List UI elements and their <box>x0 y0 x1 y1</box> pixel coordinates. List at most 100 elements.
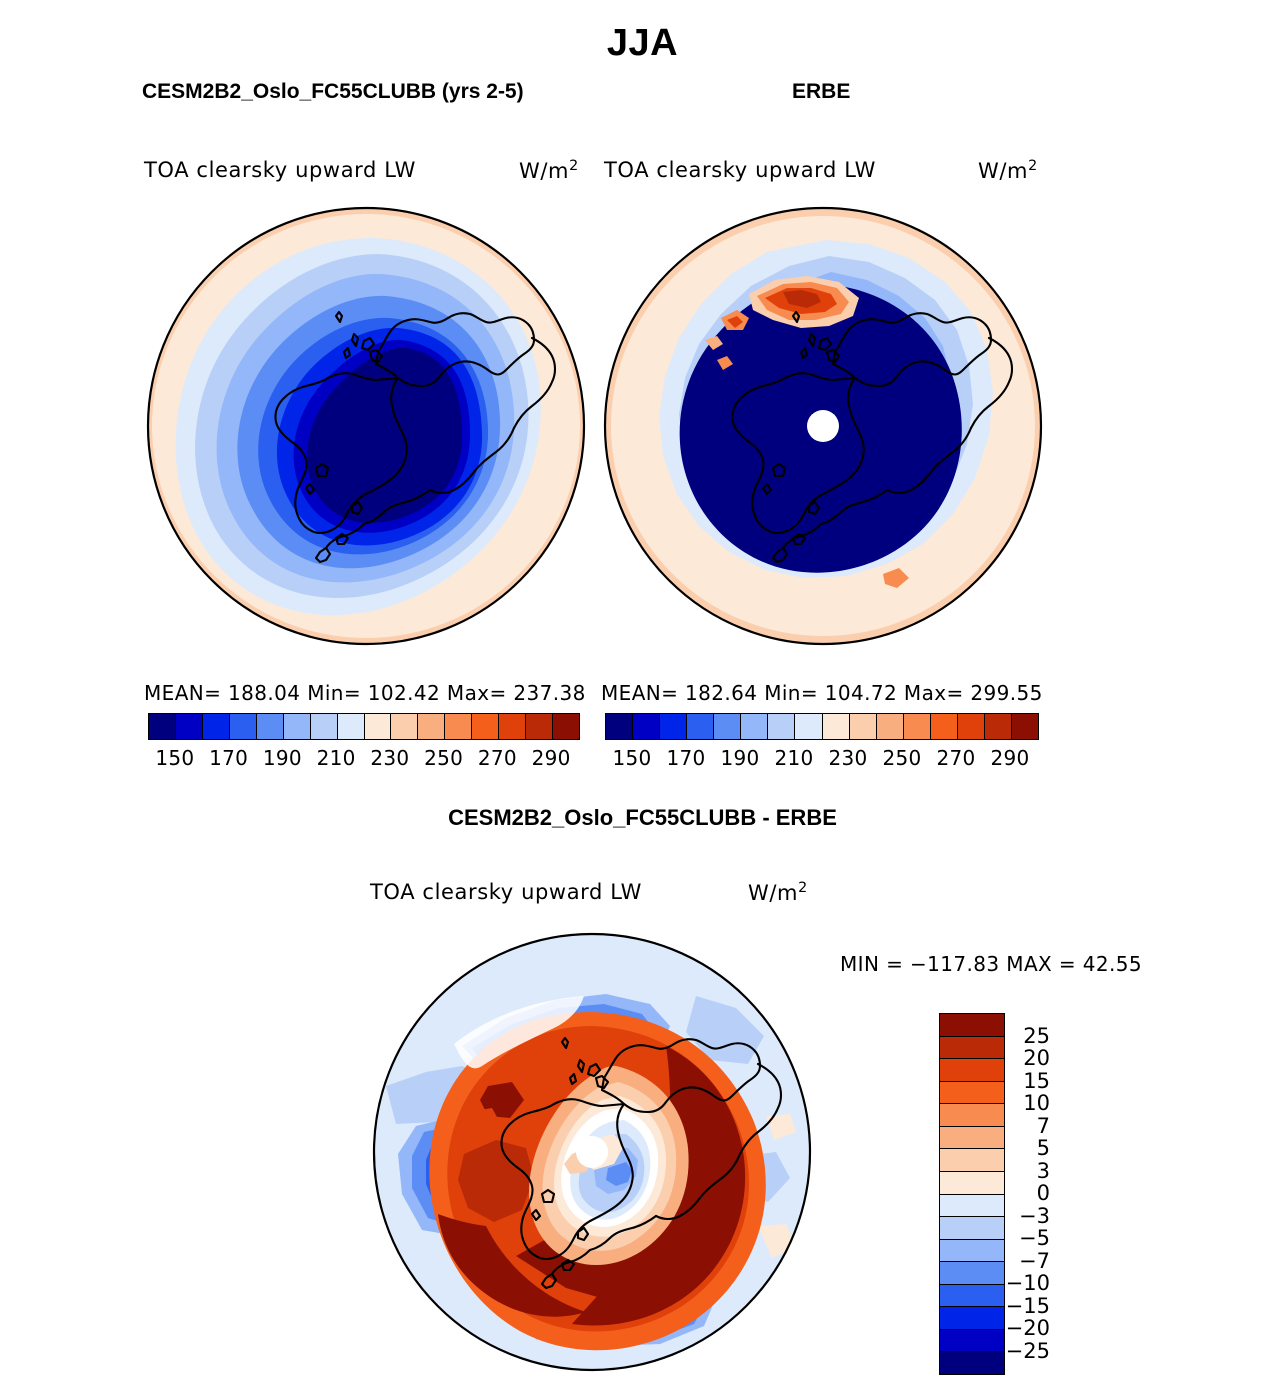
colorbar-cell <box>714 714 742 739</box>
colorbar-tick-label: −3 <box>1019 1203 1050 1228</box>
colorbar-tick-label: −10 <box>1005 1271 1050 1295</box>
colorbar-cell <box>445 714 473 739</box>
colorbar-cell <box>984 714 1012 739</box>
colorbar-cell <box>499 714 527 739</box>
colorbar-tick-label: 0 <box>1036 1181 1050 1205</box>
obs-units-label: W/m2 <box>978 158 1038 183</box>
difference-stats: MIN = −117.83 MAX = 42.55 <box>840 952 1143 976</box>
colorbar-cell <box>940 1104 1004 1127</box>
colorbar-cell <box>903 714 931 739</box>
colorbar-cell <box>940 1352 1004 1374</box>
colorbar-tick-label: 230 <box>828 746 868 770</box>
colorbar-tick-label: 150 <box>612 746 652 770</box>
colorbar-tick-label: −25 <box>1005 1338 1050 1363</box>
colorbar-tick-label: 7 <box>1036 1113 1050 1138</box>
difference-colorbar <box>939 1013 1005 1375</box>
difference-variable-label: TOA clearsky upward LW <box>370 880 642 904</box>
pole-data-gap <box>576 1136 608 1168</box>
colorbar-cell <box>687 714 715 739</box>
colorbar-tick-label: 20 <box>1023 1046 1050 1070</box>
model-stats: MEAN= 188.04 Min= 102.42 Max= 237.38 <box>144 681 586 705</box>
colorbar-tick-label: −20 <box>1005 1316 1050 1340</box>
obs-colorbar-labels: 150 170 190 210 230 250 270 290 <box>605 746 1037 770</box>
difference-units-text: W/m <box>748 881 799 905</box>
colorbar-cell <box>283 714 311 739</box>
colorbar-cell <box>940 1171 1004 1195</box>
colorbar-cell <box>149 714 176 739</box>
colorbar-tick-label: 290 <box>990 746 1030 770</box>
model-polar-map <box>140 200 592 652</box>
difference-units-exponent: 2 <box>798 880 808 896</box>
colorbar-cell <box>337 714 365 739</box>
colorbar-tick-label: 190 <box>720 746 760 770</box>
obs-polar-map <box>597 200 1049 652</box>
colorbar-cell <box>768 714 796 739</box>
colorbar-tick-label: 270 <box>477 746 517 770</box>
colorbar-cell <box>940 1307 1004 1330</box>
colorbar-tick-label: 230 <box>370 746 410 770</box>
model-colorbar-labels: 150 170 190 210 230 250 270 290 <box>148 746 578 770</box>
colorbar-tick-label: 250 <box>882 746 922 770</box>
colorbar-cell <box>930 714 958 739</box>
model-case-title: CESM2B2_Oslo_FC55CLUBB (yrs 2-5) <box>142 80 524 103</box>
colorbar-tick-label: 3 <box>1036 1158 1050 1183</box>
colorbar-tick-label: 190 <box>262 746 302 770</box>
colorbar-cell <box>741 714 769 739</box>
colorbar-tick-label: 210 <box>774 746 814 770</box>
model-variable-label: TOA clearsky upward LW <box>144 158 416 182</box>
colorbar-cell <box>957 714 985 739</box>
colorbar-tick-label: −5 <box>1019 1226 1050 1250</box>
difference-colorbar-labels: 25 20 15 10 7 5 3 0 −3 −5 −7 −10 −15 −20 −25 <box>1005 1013 1078 1373</box>
colorbar-cell <box>940 1284 1004 1308</box>
colorbar-cell <box>940 1239 1004 1263</box>
colorbar-cell <box>526 714 554 739</box>
colorbar-cell <box>940 1149 1004 1172</box>
colorbar-cell <box>849 714 877 739</box>
colorbar-cell <box>822 714 850 739</box>
colorbar-cell <box>940 1217 1004 1240</box>
colorbar-cell <box>940 1059 1004 1082</box>
difference-units-label: W/m2 <box>748 880 808 905</box>
colorbar-cell <box>940 1329 1004 1353</box>
colorbar-tick-label: 250 <box>424 746 464 770</box>
colorbar-tick-label: 290 <box>531 746 571 770</box>
colorbar-cell <box>940 1036 1004 1060</box>
obs-units-text: W/m <box>978 159 1029 183</box>
colorbar-cell <box>633 714 661 739</box>
obs-variable-label: TOA clearsky upward LW <box>604 158 876 182</box>
season-title: JJA <box>606 22 679 64</box>
model-units-exponent: 2 <box>569 158 579 174</box>
difference-case-title: CESM2B2_Oslo_FC55CLUBB - ERBE <box>448 805 837 830</box>
model-units-text: W/m <box>519 159 570 183</box>
colorbar-tick-label: −15 <box>1005 1293 1050 1318</box>
colorbar-cell <box>364 714 392 739</box>
colorbar-cell <box>940 1014 1004 1037</box>
model-units-label: W/m2 <box>519 158 579 183</box>
colorbar-cell <box>391 714 419 739</box>
colorbar-cell <box>472 714 500 739</box>
colorbar-cell <box>876 714 904 739</box>
colorbar-cell <box>229 714 257 739</box>
colorbar-tick-label: −7 <box>1019 1248 1050 1273</box>
colorbar-tick-label: 170 <box>209 746 249 770</box>
obs-units-exponent: 2 <box>1028 158 1038 174</box>
colorbar-cell <box>256 714 284 739</box>
colorbar-cell <box>202 714 230 739</box>
colorbar-cell <box>553 714 579 739</box>
pole-data-gap <box>807 410 839 442</box>
colorbar-cell <box>940 1194 1004 1218</box>
colorbar-cell <box>940 1126 1004 1150</box>
colorbar-tick-label: 270 <box>936 746 976 770</box>
colorbar-tick-label: 150 <box>155 746 195 770</box>
colorbar-tick-label: 5 <box>1036 1136 1050 1160</box>
colorbar-cell <box>940 1081 1004 1105</box>
obs-colorbar <box>605 713 1039 740</box>
colorbar-tick-label: 210 <box>316 746 356 770</box>
colorbar-tick-label: 25 <box>1023 1023 1050 1048</box>
colorbar-tick-label: 170 <box>666 746 706 770</box>
colorbar-cell <box>660 714 688 739</box>
colorbar-tick-label: 15 <box>1023 1068 1050 1093</box>
colorbar-cell <box>175 714 203 739</box>
difference-polar-map <box>366 926 818 1378</box>
colorbar-cell <box>1011 714 1038 739</box>
